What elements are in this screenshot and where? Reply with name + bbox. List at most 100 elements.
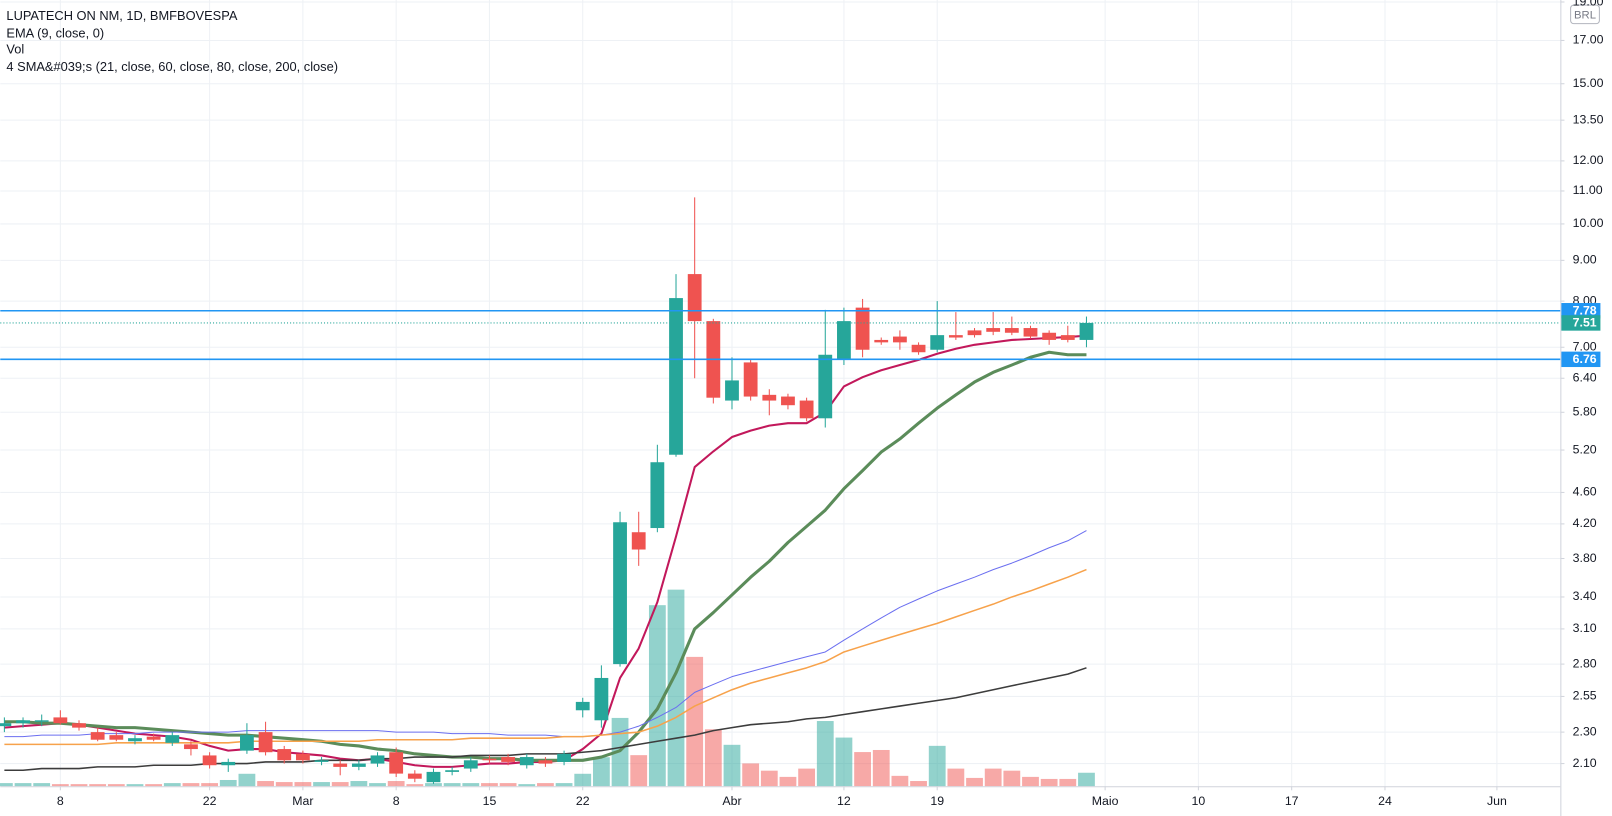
y-tick-label: 19.00	[1573, 0, 1604, 8]
volume-bar	[518, 784, 536, 787]
candle-body	[72, 723, 86, 728]
candle-body	[0, 723, 12, 727]
candle-body	[892, 336, 907, 343]
volume-bar	[555, 783, 573, 787]
y-tick-label: 12.00	[1573, 153, 1604, 167]
x-tick-label: 17	[1285, 794, 1299, 808]
indicator-line	[4, 667, 1087, 771]
indicator-line	[4, 568, 1087, 746]
volume-bar	[481, 783, 498, 787]
indicator-legend[interactable]: 4 SMA&#039;s (21, close, 60, close, 80, …	[6, 59, 338, 74]
candle-body	[128, 738, 142, 742]
candle-body	[855, 307, 870, 350]
candle-body	[165, 735, 180, 743]
volume-bar	[294, 782, 312, 787]
candle-body	[1060, 335, 1075, 340]
y-tick-label: 2.10	[1573, 756, 1597, 770]
currency-badge[interactable]	[1570, 4, 1600, 25]
volume-bar	[1040, 778, 1058, 787]
candle-body	[482, 758, 497, 761]
candle-body	[650, 462, 665, 529]
price-badge-label: 7.51	[1573, 316, 1597, 330]
x-tick-label: 15	[483, 794, 497, 808]
y-tick-label: 3.10	[1573, 621, 1597, 635]
x-tick-label: 12	[837, 794, 851, 808]
indicator-legend[interactable]: EMA (9, close, 0)	[6, 25, 104, 40]
candle-body	[986, 328, 1001, 332]
y-tick-label: 3.40	[1573, 589, 1597, 603]
candle-body	[743, 362, 758, 397]
candle-body	[799, 400, 814, 419]
candle-body	[53, 717, 68, 724]
candle-body	[314, 760, 329, 762]
candle-body	[463, 760, 478, 769]
y-tick-label: 4.20	[1573, 516, 1597, 530]
y-tick-label: 11.00	[1573, 183, 1603, 197]
candle-body	[202, 755, 217, 766]
volume-bar	[872, 749, 890, 787]
candle-body	[1042, 332, 1057, 340]
volume-bar	[238, 773, 256, 787]
y-tick-label: 2.30	[1573, 724, 1597, 738]
volume-bar	[443, 783, 461, 787]
candle-body	[1004, 328, 1019, 333]
x-tick-label: Mar	[292, 794, 313, 808]
candle-body	[258, 732, 273, 753]
candle-body	[669, 298, 683, 455]
price-badge-label: 6.76	[1573, 352, 1597, 366]
volume-bar	[667, 589, 685, 787]
candle-body	[557, 753, 571, 762]
y-tick-label: 7.00	[1573, 340, 1597, 354]
x-tick-label: 8	[57, 794, 64, 808]
candle-body	[501, 757, 516, 762]
indicator-layer	[4, 334, 1087, 771]
volume-bar	[201, 783, 218, 787]
volume-bar	[107, 784, 125, 787]
candle-layer	[0, 197, 1561, 784]
volume-bar	[182, 783, 200, 787]
x-tick-label: Jun	[1487, 794, 1507, 808]
volume-bar	[350, 781, 368, 787]
candle-body	[594, 677, 609, 721]
candle-body	[34, 720, 49, 722]
y-tick-label: 15.00	[1573, 76, 1604, 90]
volume-bar	[1022, 776, 1039, 787]
candle-body	[351, 763, 366, 767]
candle-body	[109, 735, 124, 740]
volume-bar	[70, 784, 88, 787]
y-tick-label: 3.80	[1573, 551, 1597, 565]
candle-body	[538, 760, 553, 764]
volume-bar	[723, 744, 741, 787]
volume-bar	[369, 783, 386, 787]
volume-bar	[0, 783, 13, 787]
volume-bar	[387, 781, 405, 787]
grid-layer	[0, 0, 1561, 787]
candle-body	[762, 394, 777, 401]
indicator-legend[interactable]: Vol	[6, 42, 24, 57]
x-tick-label: 22	[203, 794, 217, 808]
volume-bar	[537, 783, 554, 787]
volume-bar	[126, 784, 144, 787]
x-tick-label: 24	[1378, 794, 1392, 808]
y-tick-label: 4.60	[1573, 485, 1597, 499]
candle-body	[575, 701, 590, 711]
candle-body	[874, 339, 889, 343]
chart-title[interactable]: LUPATECH ON NM, 1D, BMFBOVESPA	[6, 8, 237, 23]
volume-bar	[163, 783, 181, 787]
candle-body	[370, 755, 385, 764]
indicator-line	[4, 530, 1087, 738]
candle-body	[221, 761, 236, 766]
volume-bar	[89, 784, 107, 787]
x-tick-label: Maio	[1092, 794, 1119, 808]
volume-bar	[854, 752, 871, 787]
y-tick-label: 17.00	[1573, 33, 1604, 47]
price-badge	[1561, 315, 1601, 331]
y-tick-label: 9.00	[1573, 253, 1597, 267]
x-tick-label: 22	[576, 794, 590, 808]
currency-label: BRL	[1574, 9, 1596, 21]
candle-body	[445, 770, 460, 772]
volume-bar	[760, 770, 778, 787]
volume-bar	[966, 777, 983, 787]
volume-bar	[425, 783, 442, 787]
